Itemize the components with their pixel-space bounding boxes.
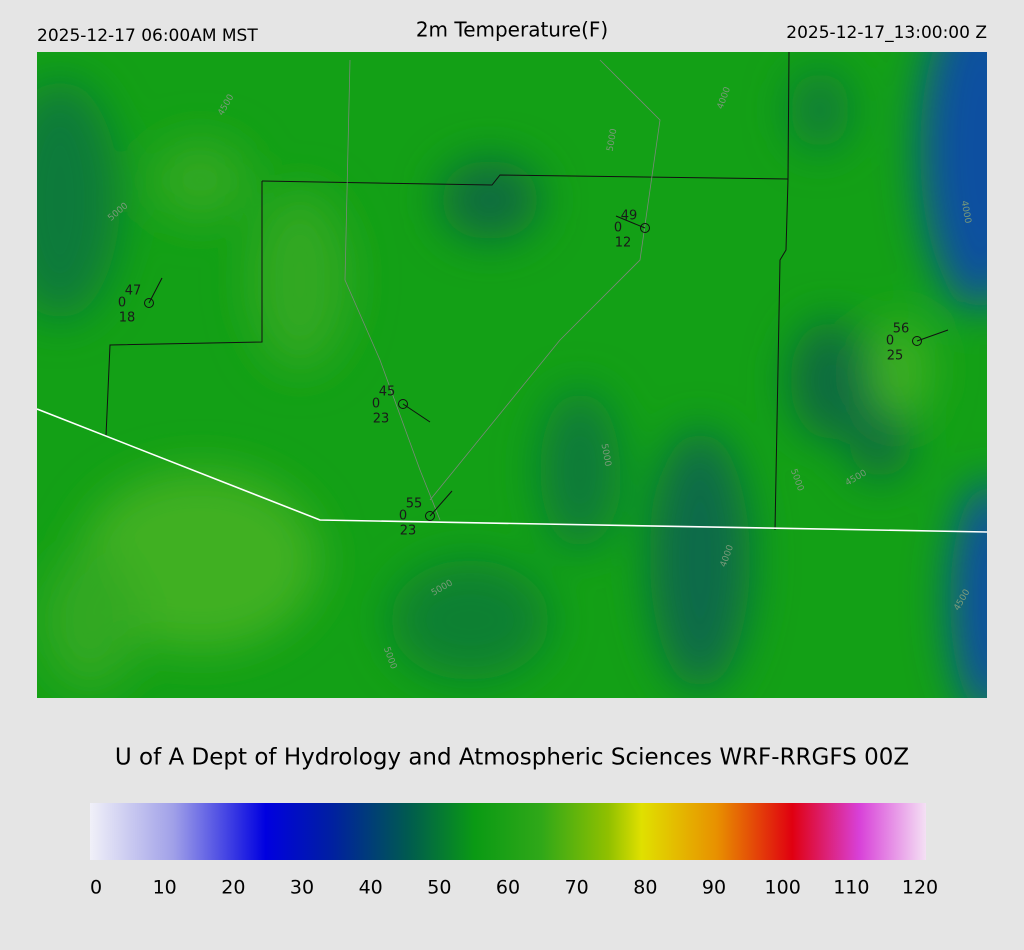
colorbar-tick-label: 50 xyxy=(427,877,451,899)
contour-label: 4000 xyxy=(959,200,973,225)
credit: U of A Dept of Hydrology and Atmospheric… xyxy=(115,745,909,771)
station-dew: 25 xyxy=(887,349,904,364)
station-temp: 49 xyxy=(621,209,638,224)
station-circle xyxy=(144,298,154,308)
station-precip: 0 xyxy=(614,221,622,236)
station-precip: 0 xyxy=(118,296,126,311)
station-dew: 12 xyxy=(615,236,632,251)
wind-barb xyxy=(429,490,453,517)
colorbar-tick-label: 120 xyxy=(902,877,938,899)
valid-time-utc: 2025-12-17_13:00:00 Z xyxy=(786,23,987,43)
contour-label: 5000 xyxy=(606,128,620,153)
colorbar xyxy=(90,803,926,860)
colorbar-tick-label: 80 xyxy=(633,877,657,899)
station-circle xyxy=(640,223,650,233)
station-temp: 45 xyxy=(379,385,396,400)
colorbar-tick-label: 60 xyxy=(496,877,520,899)
colorbar-tick-label: 0 xyxy=(90,877,102,899)
valid-time-local: 2025-12-17 06:00AM MST xyxy=(37,26,258,46)
station-temp: 55 xyxy=(406,497,423,512)
map xyxy=(37,52,987,698)
colorbar-tick-label: 70 xyxy=(565,877,589,899)
colorbar-tick-label: 40 xyxy=(359,877,383,899)
colorbar-tick-label: 100 xyxy=(765,877,801,899)
colorbar-ticks: 0 10 20 30 40 50 60 70 80 90 100 110 120 xyxy=(90,877,938,899)
colorbar-tick-label: 30 xyxy=(290,877,314,899)
station-circle xyxy=(398,399,408,409)
station-circle xyxy=(425,511,435,521)
colorbar-tick-label: 90 xyxy=(702,877,726,899)
station-precip: 0 xyxy=(886,334,894,349)
colorbar-tick-label: 110 xyxy=(833,877,869,899)
station-dew: 18 xyxy=(119,311,136,326)
station-temp: 47 xyxy=(125,284,142,299)
wind-barb xyxy=(615,215,646,229)
colorbar-tick-label: 20 xyxy=(221,877,245,899)
contour-label: 5000 xyxy=(599,443,613,468)
map-title: 2m Temperature(F) xyxy=(416,18,608,42)
wind-barb xyxy=(402,403,431,423)
colorbar-tick-label: 10 xyxy=(153,877,177,899)
station-precip: 0 xyxy=(399,509,407,524)
station-dew: 23 xyxy=(400,524,417,539)
station-circle xyxy=(912,336,922,346)
station-dew: 23 xyxy=(373,412,390,427)
station-temp: 56 xyxy=(893,322,910,337)
station-precip: 0 xyxy=(372,397,380,412)
wind-barb xyxy=(916,329,949,342)
